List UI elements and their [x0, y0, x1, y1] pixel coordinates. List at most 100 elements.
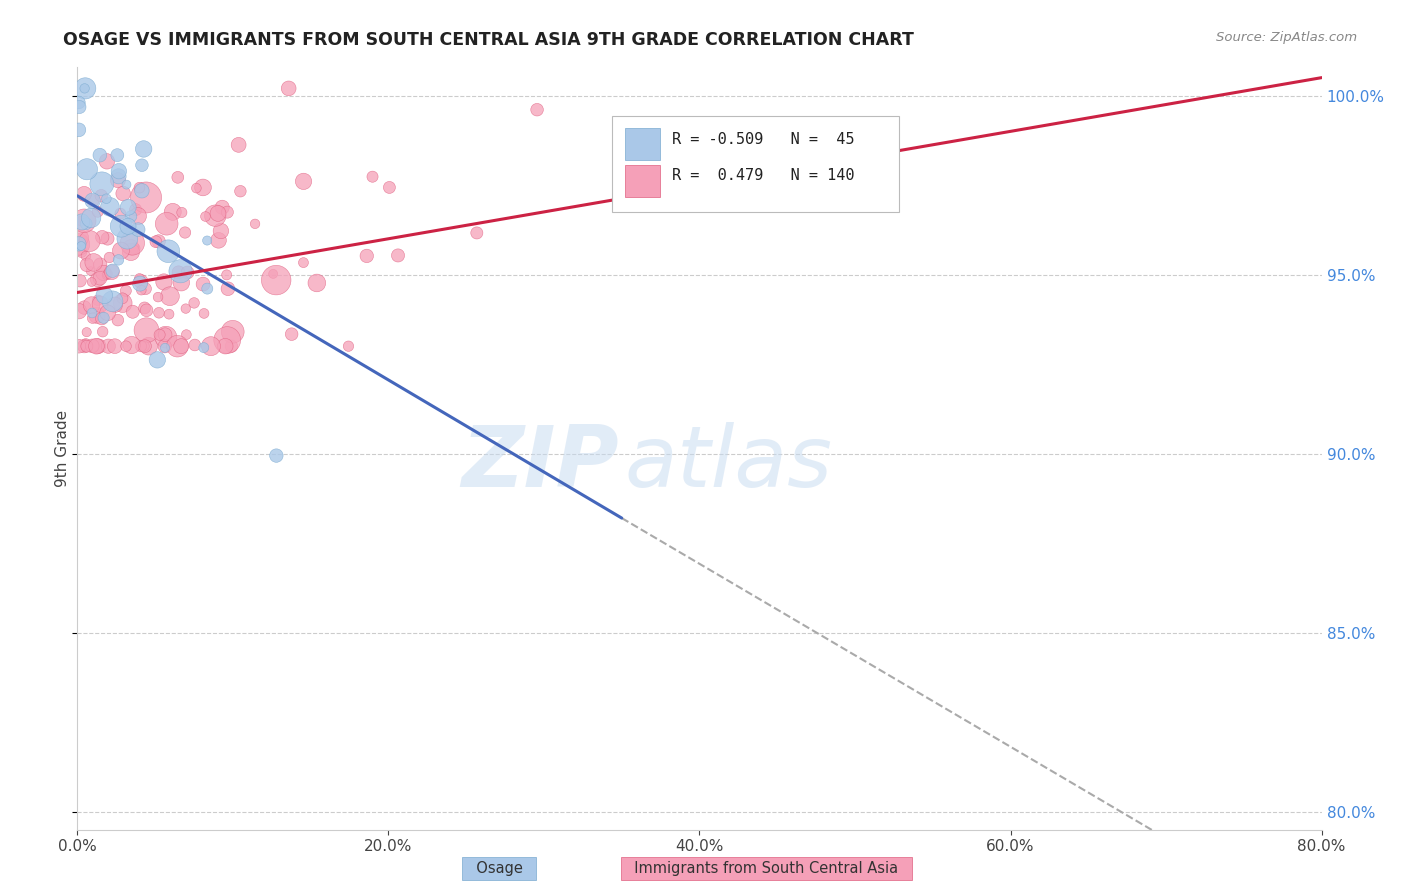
Point	[134, 301, 156, 315]
Point	[167, 265, 190, 279]
Point	[121, 338, 143, 352]
Point	[73, 214, 96, 228]
Point	[67, 339, 90, 353]
Point	[465, 226, 488, 240]
Point	[207, 233, 229, 247]
Point	[132, 142, 155, 156]
Point	[67, 95, 90, 110]
Point	[195, 234, 218, 248]
Point	[75, 339, 97, 353]
Point	[131, 184, 153, 198]
Point	[121, 235, 143, 250]
Point	[80, 298, 103, 312]
Point	[73, 81, 96, 95]
Point	[127, 222, 149, 236]
Point	[98, 251, 121, 265]
Point	[124, 202, 146, 217]
Point	[148, 235, 170, 249]
Point	[217, 282, 239, 296]
Point	[67, 100, 90, 114]
Point	[107, 173, 129, 187]
Point	[82, 339, 104, 353]
Point	[217, 333, 239, 347]
Point	[204, 209, 226, 223]
Point	[200, 339, 222, 353]
Point	[174, 301, 197, 316]
Point	[112, 186, 135, 201]
Point	[117, 232, 139, 246]
Point	[128, 271, 150, 285]
Point	[82, 194, 104, 208]
Text: atlas: atlas	[624, 422, 832, 505]
Point	[70, 245, 93, 260]
Point	[107, 252, 129, 267]
FancyBboxPatch shape	[613, 117, 898, 211]
Text: OSAGE VS IMMIGRANTS FROM SOUTH CENTRAL ASIA 9TH GRADE CORRELATION CHART: OSAGE VS IMMIGRANTS FROM SOUTH CENTRAL A…	[63, 31, 914, 49]
Point	[277, 81, 299, 95]
Point	[115, 178, 138, 192]
Point	[97, 306, 120, 320]
Point	[191, 180, 214, 194]
Point	[186, 181, 208, 195]
Point	[87, 339, 110, 353]
Text: Source: ZipAtlas.com: Source: ZipAtlas.com	[1216, 31, 1357, 45]
Point	[120, 244, 142, 259]
Point	[101, 263, 124, 277]
Point	[148, 306, 170, 320]
Point	[135, 323, 157, 337]
Point	[195, 282, 218, 296]
Point	[153, 341, 176, 355]
Point	[128, 180, 150, 194]
Point	[170, 205, 193, 219]
Point	[131, 158, 153, 172]
Point	[86, 339, 108, 353]
Point	[91, 325, 114, 339]
Point	[90, 188, 112, 202]
Point	[135, 190, 157, 204]
Point	[337, 339, 360, 353]
Point	[157, 244, 180, 259]
Point	[89, 271, 111, 285]
Point	[292, 255, 315, 269]
Point	[305, 276, 328, 290]
Point	[75, 249, 97, 263]
Point	[107, 169, 129, 184]
Point	[89, 148, 111, 162]
Point	[184, 338, 207, 352]
Point	[129, 283, 152, 297]
Point	[93, 310, 115, 325]
Point	[166, 339, 188, 353]
Point	[157, 307, 180, 321]
Point	[69, 274, 91, 288]
Point	[97, 339, 120, 353]
Point	[176, 265, 198, 279]
Point	[86, 204, 108, 219]
Point	[110, 206, 132, 220]
Point	[70, 215, 93, 229]
Point	[120, 240, 142, 254]
Point	[176, 327, 198, 342]
Point	[149, 327, 172, 342]
Point	[96, 192, 118, 206]
Point	[80, 275, 103, 289]
Point	[67, 304, 90, 318]
Point	[209, 224, 232, 238]
Point	[292, 174, 315, 188]
Point	[145, 235, 167, 249]
Point	[70, 214, 93, 228]
Point	[356, 249, 378, 263]
Point	[127, 209, 149, 223]
Point	[169, 264, 191, 278]
Point	[70, 239, 93, 253]
Point	[207, 206, 229, 220]
Point	[135, 303, 157, 318]
Point	[82, 194, 104, 208]
Point	[75, 81, 97, 95]
Point	[96, 232, 118, 246]
Point	[76, 339, 98, 353]
Point	[107, 313, 129, 327]
Point	[83, 255, 105, 269]
Point	[96, 268, 118, 282]
Point	[110, 244, 132, 258]
Point	[90, 311, 112, 326]
